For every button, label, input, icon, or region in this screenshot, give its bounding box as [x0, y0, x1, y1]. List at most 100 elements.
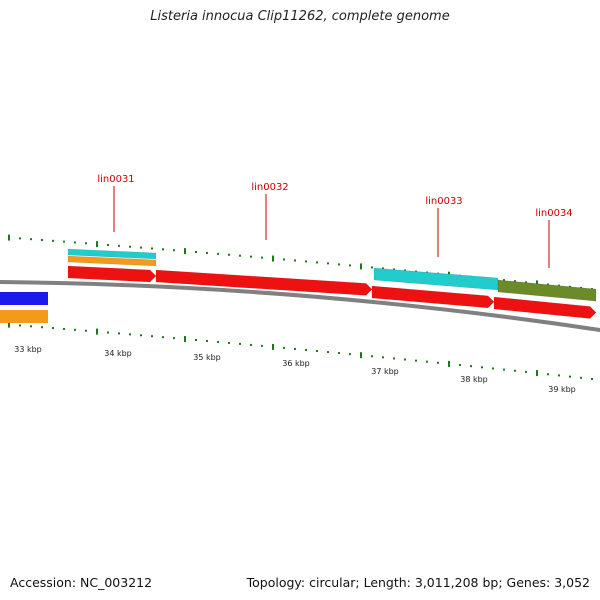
upper-tick-mark	[107, 243, 109, 246]
upper-tick-mark	[360, 263, 362, 270]
lower-tick-mark	[349, 353, 351, 356]
feature-olive	[497, 279, 597, 302]
upper-tick-mark	[514, 280, 516, 283]
upper-tick-mark	[503, 279, 505, 282]
upper-tick-mark	[338, 263, 340, 266]
lower-tick-mark	[151, 335, 153, 338]
kbp-label: 38 kbp	[460, 375, 488, 384]
lower-tick-mark	[382, 356, 384, 359]
upper-tick-mark	[250, 255, 252, 258]
upper-tick-mark	[558, 284, 560, 287]
lower-tick-mark	[558, 374, 560, 377]
lower-tick-mark	[206, 339, 208, 342]
lower-tick-mark	[415, 359, 417, 362]
lower-tick-mark	[19, 324, 21, 327]
upper-tick-mark	[162, 248, 164, 251]
upper-tick-mark	[327, 262, 329, 265]
upper-tick-mark	[140, 246, 142, 249]
accession-text: Accession: NC_003212	[10, 575, 153, 590]
upper-tick-mark	[173, 249, 175, 252]
lower-tick-mark	[74, 328, 76, 331]
genome-summary-text: Topology: circular; Length: 3,011,208 bp…	[246, 575, 590, 590]
lower-tick-mark	[140, 334, 142, 337]
lower-tick-mark	[250, 343, 252, 346]
lower-tick-mark	[52, 327, 54, 330]
lower-tick-mark	[327, 351, 329, 354]
gene-lin0034	[493, 296, 597, 319]
feature-orange	[0, 310, 48, 323]
upper-tick-mark	[305, 260, 307, 263]
upper-tick-mark	[349, 264, 351, 267]
upper-tick-mark	[228, 253, 230, 256]
upper-tick-mark	[393, 268, 395, 271]
gene-label: lin0031	[97, 174, 134, 185]
lower-tick-mark	[404, 358, 406, 361]
lower-tick-mark	[525, 370, 527, 373]
lower-tick-mark	[470, 365, 472, 368]
gene-label: lin0032	[251, 182, 288, 193]
upper-tick-mark	[239, 254, 241, 257]
lower-tick-mark	[569, 375, 571, 378]
lower-tick-mark	[173, 337, 175, 340]
lower-tick-mark	[536, 370, 538, 377]
upper-tick-mark	[536, 280, 538, 287]
upper-tick-mark	[19, 237, 21, 240]
lower-tick-mark	[580, 376, 582, 379]
lower-tick-mark	[30, 325, 32, 328]
lower-tick-mark	[371, 355, 373, 358]
upper-tick-mark	[294, 259, 296, 262]
lower-tick-mark	[305, 348, 307, 351]
lower-tick-mark	[492, 367, 494, 370]
upper-tick-mark	[41, 238, 43, 241]
lower-tick-mark	[217, 340, 219, 343]
lower-tick-mark	[316, 350, 318, 353]
upper-tick-mark	[404, 269, 406, 272]
lower-tick-mark	[195, 339, 197, 342]
lower-tick-mark	[591, 378, 593, 381]
lower-tick-mark	[239, 342, 241, 345]
map-title: Listeria innocua Clip11262, complete gen…	[150, 9, 450, 24]
kbp-label: 34 kbp	[104, 349, 132, 358]
upper-tick-mark	[382, 267, 384, 270]
upper-tick-mark	[30, 238, 32, 241]
lower-tick-mark	[514, 369, 516, 372]
upper-tick-mark	[52, 239, 54, 242]
gene-label: lin0034	[535, 208, 572, 219]
upper-tick-mark	[118, 244, 120, 247]
gene-label: lin0033	[425, 196, 462, 207]
upper-tick-mark	[206, 251, 208, 254]
lower-tick-mark	[437, 361, 439, 364]
kbp-label: 35 kbp	[193, 353, 221, 362]
lower-tick-mark	[338, 352, 340, 355]
upper-tick-mark	[184, 248, 186, 255]
lower-tick-mark	[448, 360, 450, 367]
upper-tick-mark	[525, 281, 527, 284]
upper-tick-mark	[272, 255, 274, 262]
kbp-label: 39 kbp	[548, 385, 576, 394]
lower-tick-mark	[459, 364, 461, 367]
feature-blue	[0, 292, 48, 305]
upper-tick-mark	[261, 256, 263, 259]
gene-lin0032	[155, 269, 373, 296]
lower-tick-mark	[162, 336, 164, 339]
lower-tick-mark	[8, 321, 10, 328]
upper-tick-mark	[96, 241, 98, 248]
upper-tick-mark	[129, 245, 131, 248]
lower-tick-mark	[96, 328, 98, 335]
upper-tick-mark	[195, 251, 197, 254]
lower-tick-mark	[283, 346, 285, 349]
lower-tick-mark	[426, 360, 428, 363]
lower-tick-mark	[272, 343, 274, 350]
lower-tick-mark	[261, 344, 263, 347]
feature-orange	[67, 255, 157, 267]
upper-tick-mark	[371, 266, 373, 269]
upper-tick-mark	[283, 258, 285, 261]
genome-backbone	[0, 280, 600, 332]
lower-tick-mark	[294, 347, 296, 350]
gene-lin0031	[67, 265, 157, 283]
lower-tick-mark	[118, 332, 120, 335]
lower-tick-mark	[107, 331, 109, 334]
lower-tick-mark	[129, 333, 131, 336]
upper-tick-mark	[63, 240, 65, 243]
